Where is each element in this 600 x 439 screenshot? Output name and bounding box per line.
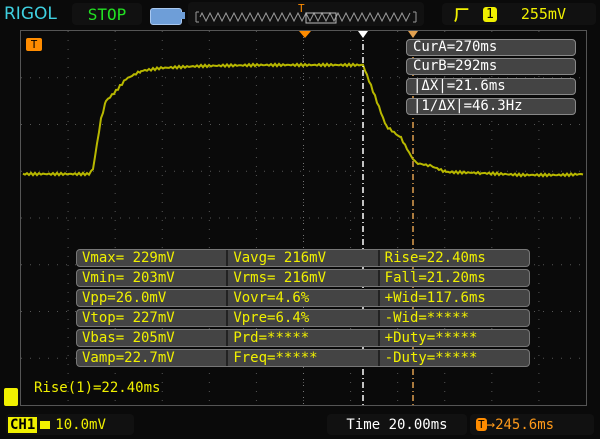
measurement-value: Vamp=22.7mV (82, 350, 175, 366)
measurement-row: Vtop= 227mV Vpre=6.4% -Wid=***** (76, 309, 530, 327)
channel1-scale[interactable]: CH1 10.0mV (6, 414, 134, 435)
svg-text:T: T (298, 2, 305, 15)
arrow-right-icon: → (486, 416, 496, 433)
channel1-trace (22, 62, 584, 178)
memory-depth-overview: T (188, 2, 424, 26)
cursor-b-readout: CurB=292ms (406, 58, 576, 75)
measurement-row: Vmin= 203mV Vrms= 216mV Fall=21.20ms (76, 269, 530, 287)
waveform-grid (20, 30, 587, 406)
measurement-value: Vmin= 203mV (82, 270, 175, 286)
battery-terminal (181, 12, 185, 19)
measurement-table: Vmax= 229mV Vavg= 216mV Rise=22.40ms Vmin=… (76, 249, 530, 369)
trigger-level-marker-icon[interactable]: T (26, 38, 42, 51)
measurement-value: Vrms= 216mV (226, 270, 377, 286)
trigger-status[interactable]: ⼚ 1 255mV (442, 3, 596, 25)
cursor-delta-readout: |ΔX|=21.6ms (406, 78, 576, 95)
horizontal-trigger-offset[interactable]: T → 245.6ms (470, 414, 594, 435)
measurement-value: Vpp=26.0mV (82, 290, 167, 306)
measurement-value: +Duty=***** (377, 330, 529, 346)
battery-icon (150, 8, 182, 25)
measurement-row: Vbas= 205mV Prd=***** +Duty=***** (76, 329, 530, 347)
trigger-offset-value: 245.6ms (495, 416, 555, 433)
cursor-frequency-readout: |1/ΔX|=46.3Hz (406, 98, 576, 115)
waveform-display (21, 31, 586, 405)
rise-time-readout: Rise(1)=22.40ms (34, 380, 161, 396)
measurement-value: Fall=21.20ms (377, 270, 529, 286)
measurement-value: Vavg= 216mV (226, 250, 377, 266)
trigger-channel-badge: 1 (483, 6, 497, 22)
measurement-value: Vpre=6.4% (226, 310, 377, 326)
measurement-value: Prd=***** (226, 330, 377, 346)
dc-coupling-icon (40, 420, 51, 429)
waveform-overview-icon: T (195, 2, 417, 24)
measurement-row: Vmax= 229mV Vavg= 216mV Rise=22.40ms (76, 249, 530, 267)
trigger-position-marker-icon (299, 31, 311, 38)
measurement-row: Vpp=26.0mV Vovr=4.6% +Wid=117.6ms (76, 289, 530, 307)
rising-edge-icon: ⼚ (454, 5, 470, 24)
measurement-value: Vtop= 227mV (82, 310, 175, 326)
timebase[interactable]: Time 20.00ms (327, 414, 467, 435)
channel1-offset-marker-icon[interactable] (4, 388, 18, 406)
measurement-value: Freq=***** (226, 350, 377, 366)
brand-logo: RIGOL (4, 4, 57, 24)
measurement-value: Rise=22.40ms (377, 250, 529, 266)
run-stop-status[interactable]: STOP (72, 3, 142, 25)
measurement-value: Vbas= 205mV (82, 330, 175, 346)
measurement-value: Vmax= 229mV (82, 250, 175, 266)
measurement-value: Vovr=4.6% (226, 290, 377, 306)
cursor-a-marker-icon (358, 31, 368, 38)
trigger-icon: T (476, 418, 487, 431)
measurement-value: -Wid=***** (377, 310, 529, 326)
measurement-value: +Wid=117.6ms (377, 290, 529, 306)
channel1-badge: CH1 (8, 416, 38, 433)
trigger-level: 255mV (520, 5, 566, 23)
measurement-value: -Duty=***** (377, 350, 529, 366)
cursor-a-readout: CurA=270ms (406, 39, 576, 56)
volts-per-div: 10.0mV (55, 416, 106, 433)
measurement-row: Vamp=22.7mV Freq=***** -Duty=***** (76, 349, 530, 367)
cursor-b-marker-icon (408, 31, 418, 38)
